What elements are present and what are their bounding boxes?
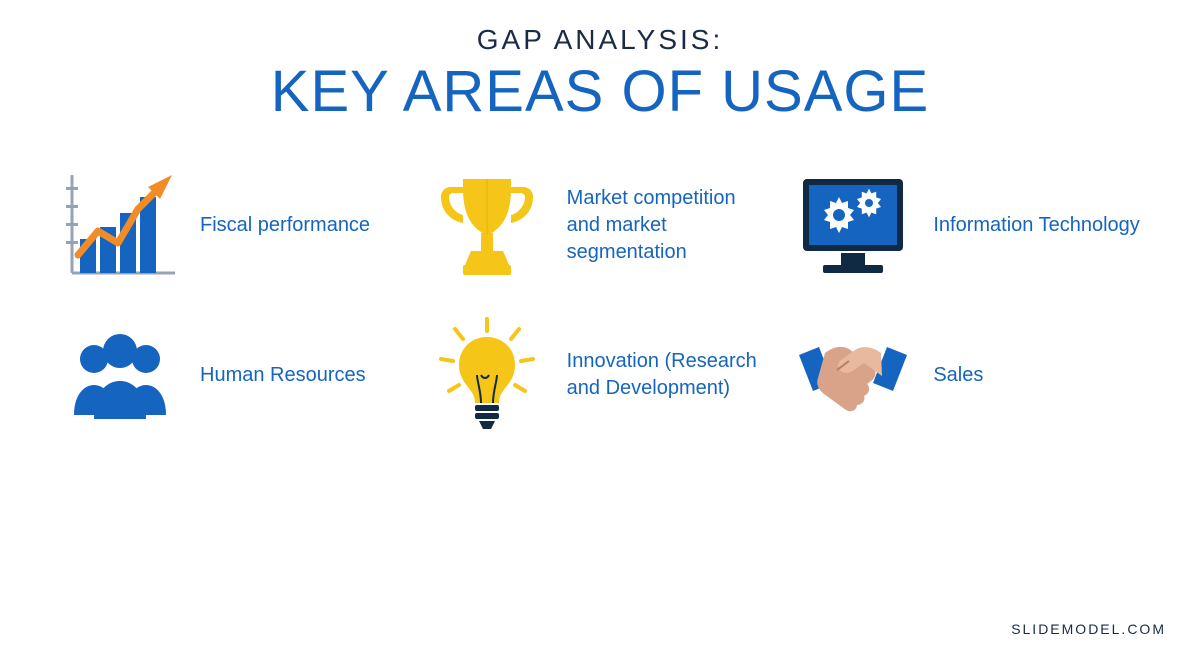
bar-chart-arrow-icon	[60, 165, 180, 285]
item-fiscal: Fiscal performance	[60, 165, 407, 285]
item-label: Market competition and market segmentati…	[567, 185, 774, 266]
handshake-icon	[793, 315, 913, 435]
item-label: Innovation (Research and Development)	[567, 348, 774, 402]
item-sales: Sales	[793, 315, 1140, 435]
trophy-icon	[427, 165, 547, 285]
monitor-gears-icon	[793, 165, 913, 285]
footer-brand: SLIDEMODEL.COM	[1011, 621, 1166, 637]
usage-grid: Fiscal performance Market competition an…	[0, 125, 1200, 435]
item-label: Fiscal performance	[200, 212, 370, 239]
subtitle: GAP ANALYSIS:	[0, 24, 1200, 56]
header: GAP ANALYSIS: KEY AREAS OF USAGE	[0, 0, 1200, 125]
item-label: Information Technology	[933, 212, 1139, 239]
lightbulb-icon	[427, 315, 547, 435]
item-label: Human Resources	[200, 362, 366, 389]
people-group-icon	[60, 315, 180, 435]
item-it: Information Technology	[793, 165, 1140, 285]
item-market: Market competition and market segmentati…	[427, 165, 774, 285]
page-title: KEY AREAS OF USAGE	[0, 58, 1200, 125]
item-label: Sales	[933, 362, 983, 389]
item-hr: Human Resources	[60, 315, 407, 435]
item-innovation: Innovation (Research and Development)	[427, 315, 774, 435]
